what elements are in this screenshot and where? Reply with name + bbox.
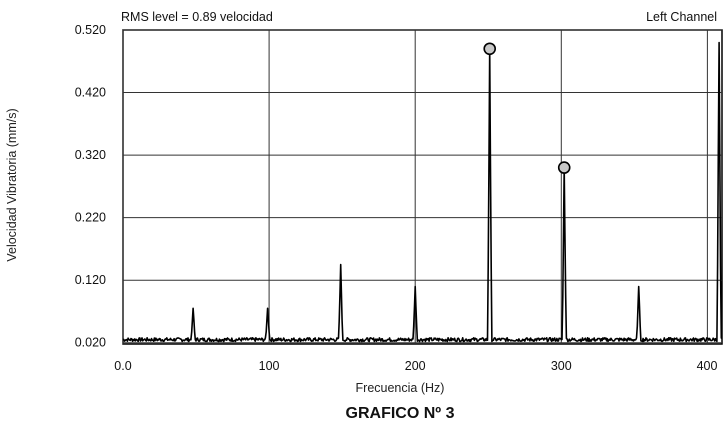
- x-axis-label: Frecuencia (Hz): [356, 381, 445, 395]
- x-tick-label: 200: [405, 359, 426, 373]
- spectrum-series-line: [122, 41, 723, 343]
- peak-marker: [483, 42, 497, 56]
- y-tick-label: 0.320: [75, 148, 106, 162]
- x-tick-label: 400: [697, 359, 718, 373]
- y-tick-label: 0.420: [75, 86, 106, 100]
- y-tick-label: 0.020: [75, 336, 106, 350]
- y-tick-label: 0.120: [75, 273, 106, 287]
- y-axis-ticks: 0.520 0.420 0.320 0.220 0.120 0.020: [75, 23, 106, 350]
- x-tick-label: 300: [551, 359, 572, 373]
- plot-area: [122, 29, 723, 345]
- peak-markers: [483, 42, 571, 174]
- figure-caption: GRAFICO Nº 3: [346, 405, 455, 422]
- x-tick-label: 100: [259, 359, 280, 373]
- x-axis-ticks: 0.0 100 200 300 400: [114, 359, 717, 373]
- y-tick-label: 0.220: [75, 211, 106, 225]
- rms-level-annotation: RMS level = 0.89 velocidad: [121, 10, 273, 24]
- peak-marker: [557, 161, 571, 174]
- grid: [122, 29, 722, 344]
- y-axis-label: Velocidad Vibratoria (mm/s): [5, 108, 19, 261]
- channel-annotation: Left Channel: [646, 10, 717, 24]
- x-tick-label: 0.0: [114, 359, 131, 373]
- y-tick-label: 0.520: [75, 23, 106, 37]
